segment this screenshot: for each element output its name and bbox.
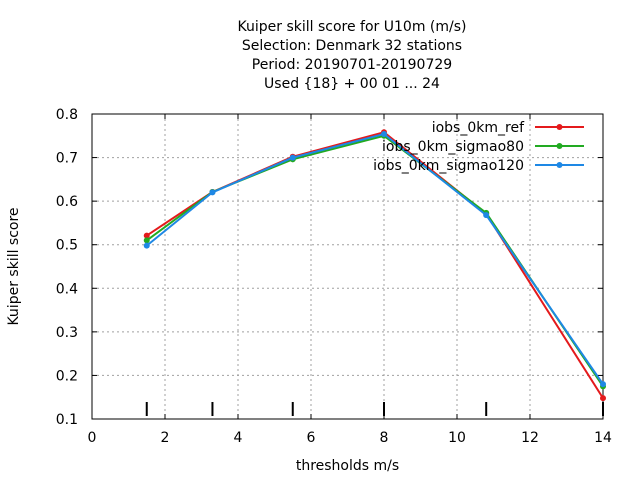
data-point — [289, 154, 296, 161]
x-tick-label: 12 — [521, 430, 539, 446]
series-line — [146, 133, 604, 385]
x-tick-label: 8 — [380, 430, 389, 446]
legend-label: iobs_0km_sigmao80 — [382, 139, 524, 155]
legend-marker — [556, 124, 563, 130]
x-tick-label: 14 — [594, 430, 612, 446]
legend-marker — [556, 143, 563, 149]
data-point — [483, 212, 490, 219]
data-point — [381, 131, 387, 138]
legend: iobs_0km_ref iobs_0km_sigmao80 iobs_0km_si… — [373, 120, 584, 174]
x-tick-labels: 0 2 4 6 8 10 12 14 — [88, 430, 612, 446]
y-tick-label: 0.1 — [56, 412, 78, 428]
y-tick-label: 0.2 — [56, 368, 78, 384]
y-tick-label: 0.7 — [56, 151, 78, 167]
data-point — [209, 189, 216, 196]
data-point — [143, 237, 150, 244]
y-tick-label: 0.6 — [56, 194, 78, 210]
data-point — [600, 381, 606, 388]
chart-title: Kuiper skill score for U10m (m/s) Selecti… — [238, 19, 467, 92]
legend-marker — [556, 162, 563, 168]
legend-label: iobs_0km_ref — [432, 120, 525, 136]
y-axis-label: Kuiper skill score — [6, 207, 22, 325]
title-line: Used {18} + 00 01 ... 24 — [264, 76, 440, 92]
grid — [92, 114, 603, 419]
data-point — [600, 395, 606, 402]
x-tick-label: 6 — [307, 430, 316, 446]
title-line: Kuiper skill score for U10m (m/s) — [238, 19, 467, 35]
series — [143, 129, 606, 402]
x-tick-label: 4 — [234, 430, 243, 446]
title-line: Selection: Denmark 32 stations — [242, 38, 462, 54]
x-tick-label: 2 — [161, 430, 170, 446]
series-iobs_0km_sigmao120 — [143, 131, 606, 388]
y-tick-labels: 0.1 0.2 0.3 0.4 0.5 0.6 0.7 0.8 — [56, 107, 78, 428]
threshold-marks — [145, 402, 604, 416]
data-point — [143, 242, 150, 249]
y-tick-label: 0.4 — [56, 281, 78, 297]
x-tick-label: 10 — [448, 430, 466, 446]
y-tick-label: 0.3 — [56, 325, 78, 341]
axis-ticks — [91, 113, 604, 420]
x-axis-label: thresholds m/s — [296, 458, 399, 474]
x-tick-label: 0 — [88, 430, 97, 446]
title-line: Period: 20190701-20190729 — [252, 57, 452, 73]
legend-label: iobs_0km_sigmao120 — [373, 158, 524, 174]
data-point — [143, 232, 150, 239]
plot-frame — [91, 113, 604, 420]
y-tick-label: 0.8 — [56, 107, 78, 123]
y-tick-label: 0.5 — [56, 238, 78, 254]
